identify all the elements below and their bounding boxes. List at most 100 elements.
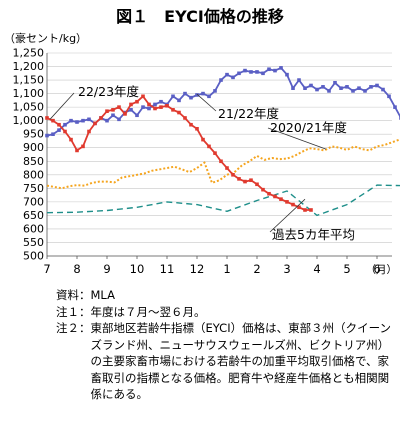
data-point: [285, 72, 289, 77]
x-tick-label: 4: [313, 262, 320, 276]
data-point: [279, 66, 283, 70]
data-point: [171, 94, 175, 99]
data-point: [213, 151, 217, 155]
data-point: [237, 177, 241, 181]
data-point: [189, 95, 193, 100]
note-head: 資料：: [56, 288, 91, 302]
data-point: [297, 205, 301, 210]
data-point: [345, 85, 349, 89]
data-point: [51, 118, 55, 123]
data-point: [327, 89, 331, 93]
y-axis-unit-label: （豪セント/kg）: [4, 32, 88, 45]
data-point: [225, 72, 229, 77]
y-tick-label: 700: [23, 195, 44, 208]
y-tick-label: 1,150: [13, 74, 45, 87]
data-point: [45, 133, 49, 138]
data-point: [63, 129, 67, 134]
data-point: [291, 202, 295, 207]
data-point: [57, 128, 61, 132]
data-point: [279, 197, 283, 201]
data-point: [333, 80, 337, 85]
x-tick-label: 7: [43, 262, 50, 276]
data-point: [393, 105, 397, 109]
note-1: 注１： 年度は７月～翌６月。: [56, 304, 396, 321]
x-tick-label: 8: [73, 262, 80, 276]
data-point: [81, 118, 85, 123]
data-point: [177, 110, 181, 115]
data-point: [63, 122, 67, 127]
y-tick-label: 950: [23, 128, 44, 141]
series-label: 2020/21年度: [270, 120, 347, 135]
data-point: [309, 208, 313, 212]
data-point: [303, 208, 307, 212]
y-tick-label: 600: [23, 222, 44, 235]
note-body: 年度は７月～翌６月。: [90, 304, 206, 319]
data-point: [321, 85, 325, 89]
data-point: [111, 108, 115, 112]
data-point: [381, 87, 385, 92]
data-point: [51, 132, 55, 136]
data-point: [69, 137, 73, 142]
note-head: 注２：: [56, 321, 91, 335]
figure-title: 図１ EYCI価格の推移: [116, 7, 284, 26]
y-tick-label: 750: [23, 182, 44, 195]
data-point: [159, 105, 163, 109]
data-point: [309, 83, 313, 88]
data-point: [201, 137, 205, 142]
data-point: [141, 94, 145, 99]
x-tick-label: 3: [283, 262, 290, 276]
series-line: [46, 184, 400, 217]
data-point: [363, 89, 367, 93]
x-tick-label: 1: [223, 262, 230, 276]
data-point: [105, 109, 109, 113]
series-label: 21/22年度: [218, 106, 280, 121]
data-point: [141, 105, 145, 109]
data-point: [201, 91, 205, 96]
data-point: [105, 118, 109, 123]
data-point: [249, 70, 253, 74]
data-point: [159, 99, 163, 104]
y-tick-label: 650: [23, 209, 44, 222]
y-tick-label: 1,250: [13, 47, 45, 60]
data-point: [369, 85, 373, 89]
series-line: [46, 67, 400, 137]
x-tick-label: 5: [343, 262, 350, 276]
data-point: [183, 91, 187, 96]
x-tick-label: 2: [253, 262, 260, 276]
data-point: [45, 116, 49, 120]
data-point: [99, 116, 103, 120]
data-point: [303, 86, 307, 90]
data-point: [69, 118, 73, 123]
y-tick-label: 1,100: [13, 87, 45, 100]
data-point: [357, 86, 361, 90]
data-point: [249, 178, 253, 183]
data-point: [123, 112, 127, 116]
y-tick-label: 1,200: [13, 60, 45, 73]
leader-line: [196, 93, 217, 112]
data-point: [165, 103, 169, 108]
data-point: [135, 113, 139, 118]
data-point: [195, 93, 199, 97]
data-point: [81, 144, 85, 149]
y-tick-label: 550: [23, 236, 44, 249]
data-point: [171, 108, 175, 112]
data-point: [243, 179, 247, 184]
series-label: 22/23年度: [78, 84, 140, 99]
data-point: [75, 120, 79, 124]
eyci-chart: 5005506006507007508008509009501,0001,050…: [13, 47, 400, 276]
data-point: [75, 148, 79, 153]
data-point: [375, 83, 379, 88]
data-point: [213, 89, 217, 93]
data-point: [87, 129, 91, 134]
data-point: [267, 191, 271, 196]
data-point: [129, 108, 133, 112]
data-point: [267, 67, 271, 72]
data-point: [135, 99, 139, 104]
note-body: 東部地区若齢牛指標（EYCI）価格は、東部３州（クイーンズランド州、ニューサウス…: [90, 321, 392, 401]
data-point: [291, 86, 295, 90]
data-point: [219, 78, 223, 82]
y-tick-label: 900: [23, 141, 44, 154]
note-source: 資料： MLA: [56, 287, 396, 304]
x-tick-label: 11: [160, 262, 175, 276]
